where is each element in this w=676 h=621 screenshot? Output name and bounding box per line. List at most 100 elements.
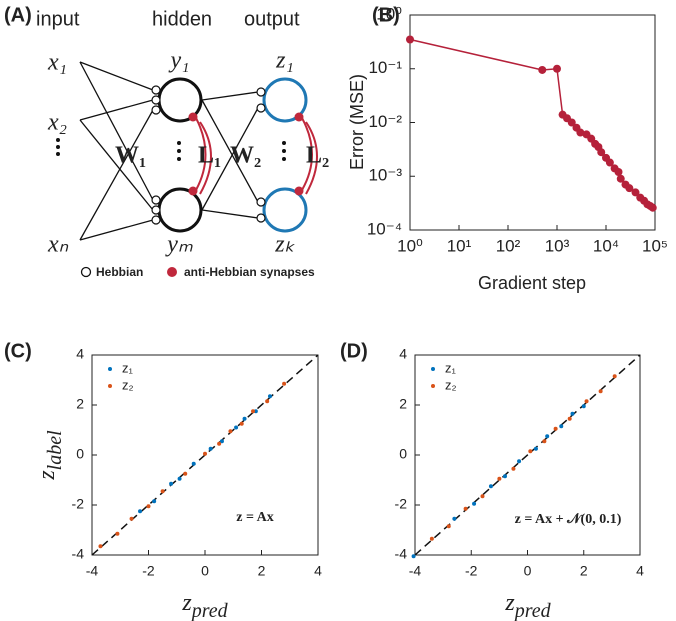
legend-text: z₂ (122, 377, 134, 392)
y-tick-label: 4 (76, 346, 84, 362)
y-axis-label: zlabel (34, 430, 66, 481)
diagram (56, 61, 318, 278)
scatter-point (559, 424, 564, 429)
x-tick-label: -2 (142, 563, 155, 579)
scatter-point (234, 425, 239, 430)
x-tick-label: 10⁵ (642, 236, 668, 255)
scatter-point (228, 429, 233, 434)
scatter-point (267, 394, 272, 399)
x-axis-label: zpred (504, 590, 551, 621)
y-tick-label: -4 (395, 546, 408, 562)
label-sub: label (44, 430, 66, 470)
weight-label: W₁ (115, 143, 146, 169)
error-point (616, 174, 625, 183)
scatter-point (411, 554, 416, 559)
scatter-point (217, 441, 222, 446)
x-axis-label: Gradient step (478, 273, 586, 293)
panel-label: (D) (340, 340, 368, 362)
error-point (625, 184, 634, 193)
panel-label: (A) (4, 4, 32, 26)
scatter-point (598, 389, 603, 394)
error-point (567, 118, 576, 127)
scatter-point (542, 439, 547, 444)
node-label: zₖ (274, 232, 295, 258)
y-tick-label: 10⁻⁴ (367, 219, 402, 238)
legend-text: z₁ (122, 360, 134, 375)
scatter-point (463, 506, 468, 511)
scatter-point (612, 374, 617, 379)
y-tick-label: 0 (76, 446, 84, 462)
label-base: z (34, 470, 60, 481)
error-point (614, 167, 623, 176)
x-tick-label: -4 (86, 563, 99, 579)
scatter-point (251, 409, 256, 414)
header: input (36, 8, 80, 30)
error-line (409, 38, 654, 209)
scatter-point (497, 476, 502, 481)
y-tick-label: 10⁻² (368, 112, 402, 131)
scatter-point (138, 509, 143, 514)
weight-label: L₁ (198, 143, 221, 169)
legend-marker (108, 384, 112, 388)
x-tick-label: 2 (580, 563, 588, 579)
scatter-point (584, 399, 589, 404)
scatter-point (480, 494, 485, 499)
x-tick-label: 10⁰ (397, 236, 423, 255)
scatter-point (98, 544, 103, 549)
header: hidden (152, 8, 212, 30)
scatter-point (239, 421, 244, 426)
weight-label: L₂ (306, 143, 329, 169)
scatter-point (169, 481, 174, 486)
scatter-point (503, 474, 507, 479)
scatter-point (472, 501, 477, 506)
scatter-point (533, 446, 538, 451)
scatter-point (115, 531, 120, 536)
x-tick-label: 10⁴ (593, 236, 619, 255)
legend-marker (431, 384, 435, 388)
scatter-point (177, 476, 182, 481)
scatter-point (581, 404, 586, 409)
node-label: z₁ (275, 48, 294, 74)
scatter-point (446, 524, 451, 529)
error-point (597, 148, 606, 157)
node-label: y₁ (169, 48, 190, 74)
scatter-point (265, 399, 270, 404)
scatter-point (553, 426, 558, 431)
scatter-point (488, 484, 493, 489)
scatter-point (570, 411, 575, 416)
scatter-point (129, 516, 134, 521)
y-tick-label: -4 (72, 546, 85, 562)
scatter-point (208, 446, 213, 451)
scatter-point (152, 499, 157, 504)
y-tick-label: 2 (399, 396, 407, 412)
error-point (553, 64, 561, 73)
legend-text: z₂ (445, 377, 457, 392)
x-axis-label: zpred (181, 590, 228, 621)
label-base: z (504, 590, 515, 616)
annotation: z = Ax + 𝒩(0, 0.1) (515, 512, 622, 527)
header: output (244, 8, 300, 30)
x-tick-label: 10² (496, 236, 521, 255)
label-sub: pred (190, 600, 229, 621)
y-tick-label: 10⁰ (376, 4, 402, 23)
scatter-point (452, 516, 457, 521)
error-point (648, 203, 657, 212)
node-label: x₁ (47, 50, 67, 76)
legend-text: Hebbian (96, 265, 143, 279)
node-label: x₂ (47, 110, 67, 136)
y-tick-label: -2 (395, 496, 408, 512)
scatter-point (429, 536, 434, 541)
annotation: z = Ax (236, 510, 274, 525)
legend-marker (108, 367, 112, 371)
diagonal (414, 354, 641, 556)
y-tick-label: 10⁻³ (368, 166, 402, 185)
x-tick-label: 4 (314, 563, 322, 579)
scatter-point (517, 459, 522, 464)
scatter-point (567, 416, 572, 421)
error-point (576, 128, 585, 137)
x-tick-label: 2 (258, 563, 266, 579)
node-label: yₘ (165, 232, 193, 258)
legend-text: anti-Hebbian synapses (184, 265, 315, 279)
legend-marker (431, 367, 435, 371)
x-tick-label: 0 (201, 563, 209, 579)
